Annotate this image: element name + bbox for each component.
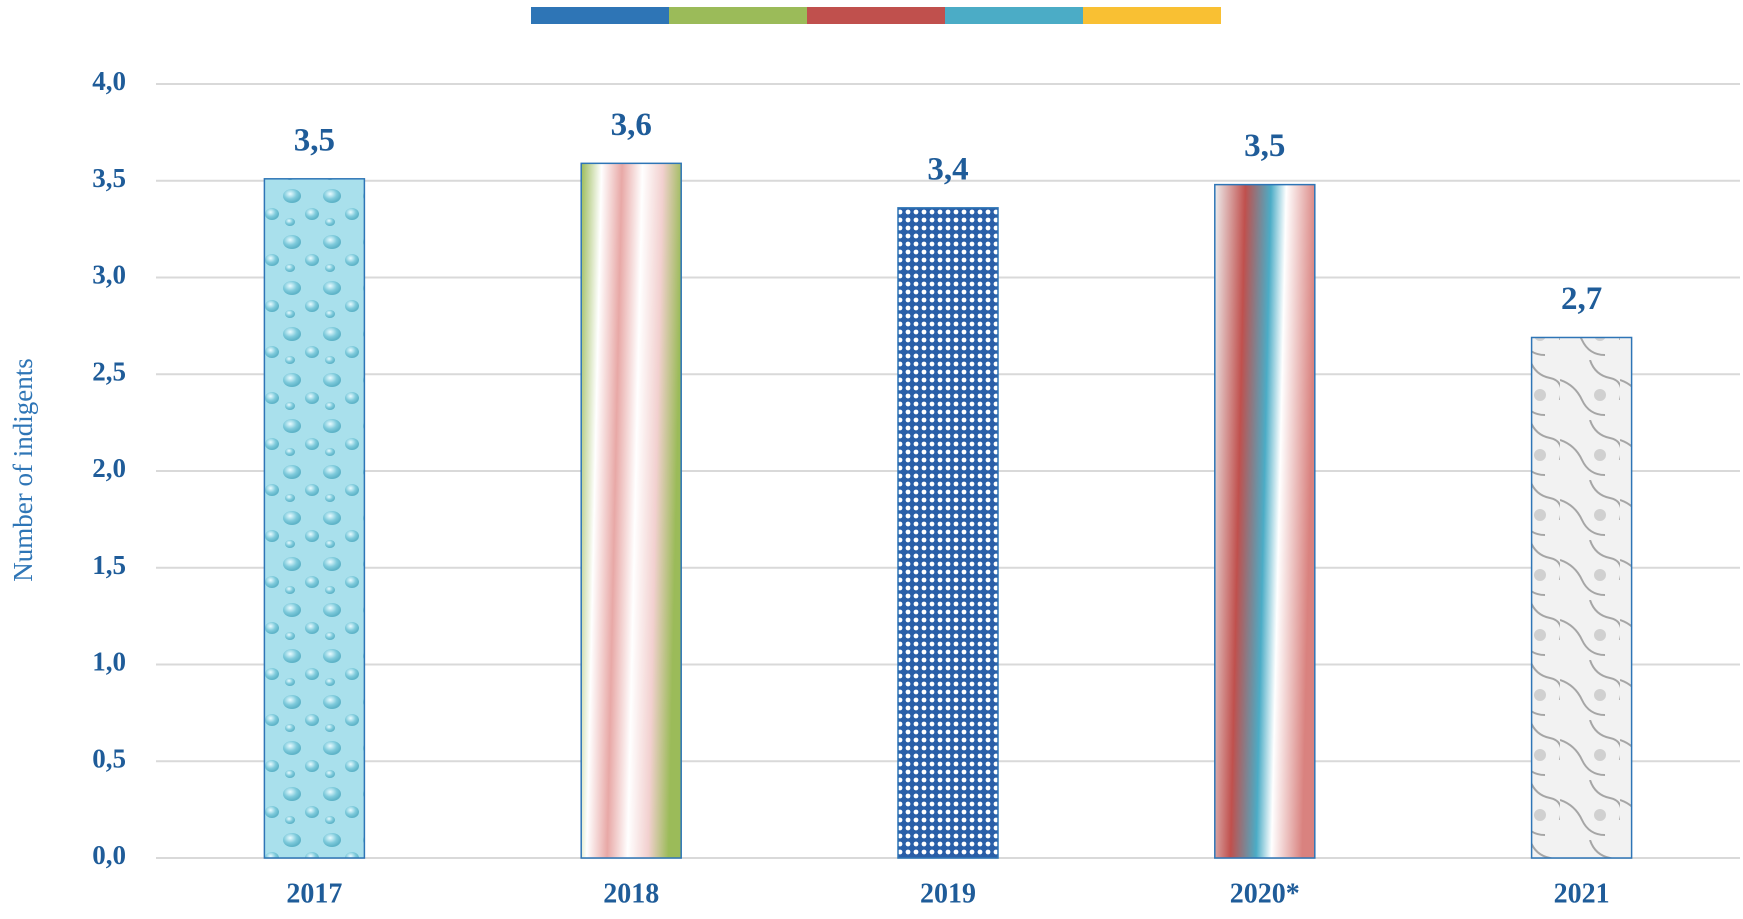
x-tick-label: 2017 — [286, 878, 342, 909]
y-tick-label: 2,5 — [92, 356, 126, 386]
x-tick-label: 2019 — [920, 878, 976, 909]
y-tick-label: 1,5 — [92, 550, 126, 580]
data-label: 3,5 — [1244, 128, 1285, 164]
data-label: 3,6 — [611, 107, 652, 143]
deco-strip — [807, 7, 945, 24]
bar — [263, 178, 366, 859]
y-tick-label: 3,0 — [92, 260, 126, 290]
bar — [1530, 336, 1633, 859]
bar — [897, 207, 999, 859]
data-label: 3,4 — [927, 151, 968, 187]
y-tick-label: 4,0 — [92, 66, 126, 96]
data-label: 3,5 — [294, 122, 335, 158]
y-tick-label: 1,0 — [92, 647, 126, 677]
x-tick-label: 2018 — [603, 878, 659, 909]
y-tick-label: 3,5 — [92, 163, 126, 193]
y-tick-label: 2,0 — [92, 453, 126, 483]
deco-strip — [945, 7, 1083, 24]
y-tick-label: 0,0 — [92, 840, 126, 870]
y-tick-label: 0,5 — [92, 743, 126, 773]
deco-strip — [1083, 7, 1221, 24]
deco-strip — [669, 7, 807, 24]
bar — [580, 162, 682, 859]
x-tick-label: 2021 — [1554, 878, 1610, 909]
data-label: 2,7 — [1561, 281, 1602, 317]
bar — [1214, 183, 1316, 859]
deco-strip — [531, 7, 669, 24]
x-tick-label: 2020* — [1230, 878, 1300, 909]
y-axis-title: Number of indigents — [8, 358, 38, 581]
